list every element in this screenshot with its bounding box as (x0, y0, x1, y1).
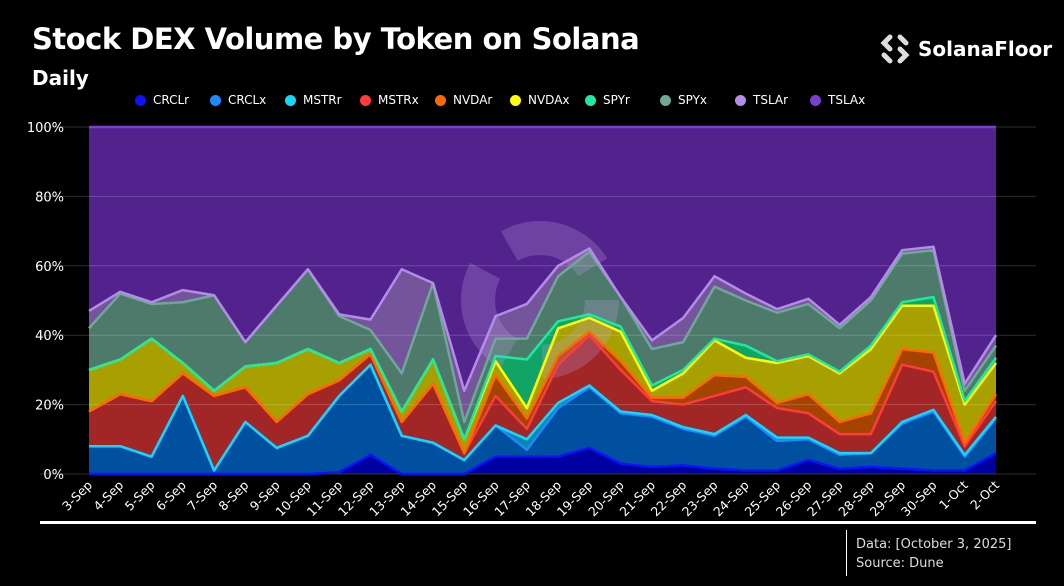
area-tslax (89, 127, 996, 391)
y-tick-label: 60% (35, 260, 64, 275)
legend-item-crclr[interactable]: CRCLr (135, 93, 210, 107)
x-tick-label: 6-Sep (153, 477, 189, 513)
legend-item-crclx[interactable]: CRCLx (210, 93, 285, 107)
x-tick-label: 5-Sep (122, 477, 158, 513)
area-nvdax (89, 305, 996, 454)
x-tick-label: 8-Sep (215, 477, 251, 513)
legend-swatch (360, 94, 371, 106)
legend-label: SPYr (603, 93, 630, 107)
area-nvdar (89, 331, 996, 454)
area-crclr (89, 447, 996, 474)
legend-label: CRCLr (153, 93, 190, 107)
legend-item-mstrr[interactable]: MSTRr (285, 93, 360, 107)
legend-item-nvdar[interactable]: NVDAr (435, 93, 510, 107)
chart-title: Stock DEX Volume by Token on Solana (32, 22, 640, 56)
line-crclr (89, 446, 997, 476)
legend-item-spyr[interactable]: SPYr (585, 93, 660, 107)
legend-item-mstrx[interactable]: MSTRx (360, 93, 435, 107)
legend-swatch (510, 94, 521, 106)
legend-label: CRCLx (228, 93, 267, 107)
legend-label: SPYx (678, 93, 708, 107)
legend-item-tslax[interactable]: TSLAx (810, 93, 885, 107)
solanafloor-logo-icon (880, 34, 910, 64)
line-spyr (88, 295, 998, 441)
legend-label: TSLAx (828, 93, 866, 107)
line-mstrr (89, 363, 997, 472)
x-tick-label: 3-Sep (59, 477, 95, 513)
legend-item-spyx[interactable]: SPYx (660, 93, 735, 107)
footer: Data: [October 3, 2025] Source: Dune (856, 535, 1011, 573)
data-date-note: Data: [October 3, 2025] (856, 537, 1012, 552)
line-tslar (88, 245, 998, 392)
legend-label: NVDAr (453, 93, 493, 107)
line-nvdar (88, 330, 998, 455)
footer-separator (846, 530, 847, 576)
legend-swatch (135, 94, 146, 106)
legend-label: NVDAx (528, 93, 570, 107)
area-crclx (89, 364, 996, 474)
area-mstrx (89, 335, 996, 471)
x-tick-label: 7-Sep (184, 477, 220, 513)
x-tick-label: 30-Sep (898, 477, 940, 519)
legend: CRCLr CRCLx MSTRr MSTRx NVDAr NVDAx SPYr SPYx TS… (135, 93, 885, 107)
legend-swatch (585, 94, 596, 106)
y-tick-label: 40% (35, 329, 64, 344)
chart-subtitle: Daily (32, 66, 89, 90)
legend-label: MSTRr (303, 93, 342, 107)
y-tick-label: 0% (43, 468, 64, 483)
y-tick-label: 80% (35, 190, 64, 205)
x-tick-label: 4-Sep (90, 477, 126, 513)
y-tick-label: 20% (35, 399, 64, 414)
legend-item-tslar[interactable]: TSLAr (735, 93, 810, 107)
area-spyx (89, 250, 996, 440)
brand-name: SolanaFloor (918, 37, 1053, 61)
legend-item-nvdax[interactable]: NVDAx (510, 93, 585, 107)
legend-swatch (735, 94, 746, 106)
footer-divider (40, 521, 1036, 524)
brand-logo: SolanaFloor (878, 32, 1052, 66)
legend-swatch (435, 94, 446, 106)
watermark-logo-icon (461, 221, 619, 379)
legend-swatch (660, 94, 671, 106)
x-tick-label: 1-Oct (936, 477, 971, 512)
data-source: Source: Dune (856, 556, 944, 571)
legend-label: TSLAr (753, 93, 789, 107)
legend-swatch (285, 94, 296, 106)
legend-swatch (210, 94, 221, 106)
legend-label: MSTRx (378, 93, 419, 107)
y-tick-label: 100% (27, 121, 64, 136)
x-tick-label: 2-Oct (967, 477, 1002, 512)
legend-swatch (810, 94, 821, 106)
